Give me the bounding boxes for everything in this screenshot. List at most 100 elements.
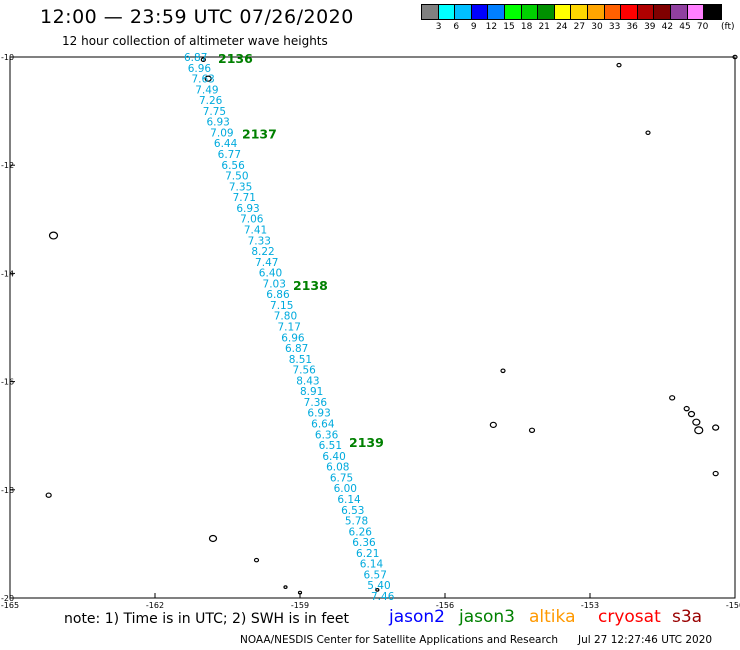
color-legend-label: 70 — [696, 22, 709, 32]
swh-value: 7.49 — [195, 84, 218, 96]
pass-number: 2138 — [293, 278, 328, 293]
color-swatch — [538, 5, 555, 19]
color-legend-label: 18 — [520, 22, 533, 32]
chart-title: 12:00 — 23:59 UTC 07/26/2020 — [40, 6, 354, 28]
swh-value: 7.75 — [203, 106, 226, 118]
color-legend-label: 9 — [470, 22, 477, 32]
color-legend-label: 27 — [573, 22, 586, 32]
color-swatch — [670, 5, 688, 19]
island-outline — [528, 427, 536, 434]
color-legend-label: 24 — [556, 22, 568, 32]
swh-value: 6.77 — [218, 149, 241, 161]
swh-value: 7.56 — [292, 365, 316, 377]
island-outline — [692, 418, 701, 426]
swh-value: 7.46 — [371, 591, 395, 603]
swh-value: 6.14 — [360, 559, 384, 571]
color-legend: 3 6 9 12 15 18 21 24 27 30 33 36 39 42 45 70 (ft) — [421, 4, 736, 38]
swh-value: 6.53 — [341, 505, 364, 517]
pass-labels: 2136 2137 2138 2139 — [218, 51, 384, 450]
swh-value: 6.64 — [311, 419, 335, 431]
color-swatch — [687, 5, 705, 19]
swh-value: 7.17 — [278, 322, 301, 334]
island-outline — [712, 424, 720, 431]
lon-label: -165 — [1, 601, 19, 610]
color-swatch — [438, 5, 456, 19]
swh-value: 6.26 — [349, 526, 373, 538]
lon-label: -153 — [581, 601, 599, 610]
pass-number: 2137 — [242, 127, 277, 142]
swh-value: 6.93 — [206, 117, 229, 129]
swh-value: 7.80 — [274, 311, 297, 323]
swh-value: 6.36 — [315, 429, 339, 441]
color-legend-label: 39 — [644, 22, 656, 32]
swh-value: 6.44 — [214, 138, 238, 150]
swh-value: 7.50 — [225, 171, 248, 183]
lat-label: -10 — [1, 53, 14, 62]
color-swatch — [587, 5, 605, 19]
swh-value: 7.26 — [199, 95, 223, 107]
altimeter-track: 6.876.967.637.497.267.756.937.096.446.77… — [184, 52, 395, 603]
swh-value: 7.41 — [244, 224, 267, 236]
swh-value: 6.00 — [334, 483, 357, 495]
pass-number: 2139 — [349, 435, 384, 450]
swh-value: 6.96 — [281, 332, 305, 344]
swh-value: 6.93 — [236, 203, 259, 215]
island-outline — [200, 57, 206, 63]
lat-label: -18 — [1, 486, 14, 495]
island-outline — [204, 75, 212, 82]
color-swatch — [704, 5, 721, 19]
swh-value: 7.35 — [229, 181, 252, 193]
island-outline — [297, 590, 303, 595]
swh-value: 7.36 — [304, 397, 328, 409]
color-swatch — [422, 5, 439, 19]
swh-value: 6.56 — [221, 160, 245, 172]
swh-value: 6.51 — [319, 440, 342, 452]
swh-value: 7.03 — [263, 278, 286, 290]
lon-label: -150 — [726, 601, 740, 610]
swh-value: 6.75 — [330, 472, 353, 484]
satellite-legend-jason3: jason3 — [459, 607, 515, 627]
satellite-legend-altika: altika — [529, 607, 576, 627]
axis-ticks: -10 -12 -14 -16 -18 -20-165 -162 -159 -156 -153 -1… — [1, 53, 740, 610]
lon-label: -162 — [146, 601, 164, 610]
color-legend-swatches — [421, 4, 722, 20]
lat-label: -14 — [1, 269, 14, 278]
lat-label: -12 — [1, 161, 14, 170]
swh-value: 8.51 — [289, 354, 312, 366]
lon-label: -159 — [291, 601, 309, 610]
island-outline — [45, 492, 52, 498]
swh-value: 5.78 — [345, 516, 368, 528]
swh-value: 5.40 — [367, 580, 390, 592]
swh-value: 6.87 — [184, 52, 207, 64]
island-outline — [489, 421, 497, 429]
swh-value: 7.09 — [210, 127, 233, 139]
swh-value: 7.33 — [248, 235, 271, 247]
swh-value: 8.43 — [296, 375, 319, 387]
color-legend-label: 36 — [626, 22, 638, 32]
color-swatch — [637, 5, 655, 19]
color-legend-label: 42 — [661, 22, 674, 32]
island-outline — [669, 395, 676, 401]
color-legend-label: 15 — [503, 22, 515, 32]
color-legend-label: 45 — [679, 22, 691, 32]
swh-value: 7.06 — [240, 214, 264, 226]
swh-value: 6.86 — [266, 289, 290, 301]
map-frame — [9, 56, 736, 599]
color-swatch — [554, 5, 572, 19]
island-outline — [253, 557, 260, 563]
swh-value: 7.47 — [255, 257, 278, 269]
color-swatch — [471, 5, 489, 19]
pass-number: 2136 — [218, 51, 253, 66]
color-legend-label: 3 — [435, 22, 442, 32]
lat-label: -16 — [1, 378, 14, 387]
note-text: note: 1) Time is in UTC; 2) SWH is in fe… — [64, 611, 350, 627]
swh-value: 7.71 — [233, 192, 256, 204]
island-outline — [687, 410, 696, 418]
island-outline — [694, 426, 704, 435]
island-outline — [48, 231, 59, 240]
color-legend-label: 12 — [485, 22, 498, 32]
island-outline — [732, 54, 738, 60]
island-outline — [283, 585, 288, 590]
color-swatch — [455, 5, 472, 19]
satellite-legend-cryosat: cryosat — [598, 607, 661, 627]
